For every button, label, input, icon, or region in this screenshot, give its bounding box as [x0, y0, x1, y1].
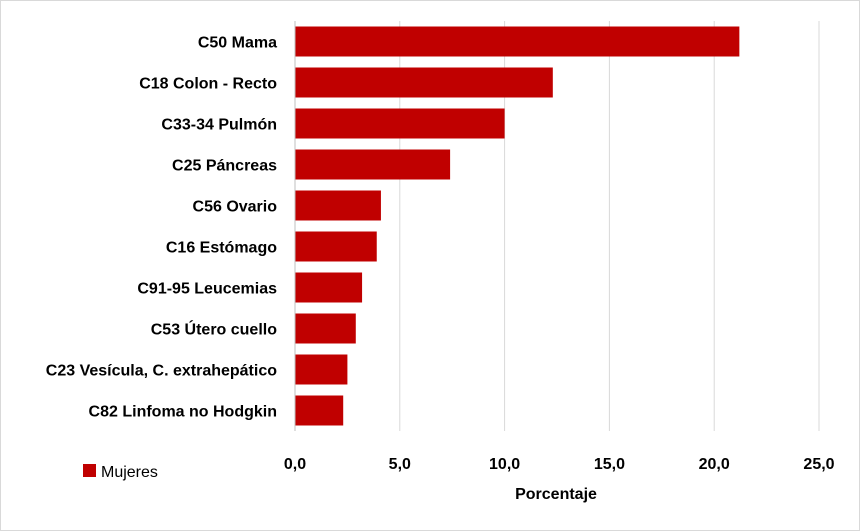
category-label: C16 Estómago — [166, 240, 277, 257]
legend-swatch — [83, 464, 96, 477]
bar — [295, 272, 363, 303]
category-label: C18 Colon - Recto — [139, 76, 277, 93]
category-label: C91-95 Leucemias — [137, 281, 277, 298]
bar — [295, 313, 356, 344]
x-tick-label: 10,0 — [489, 456, 520, 473]
x-tick-label: 20,0 — [699, 456, 730, 473]
bar — [295, 354, 348, 385]
category-label: C56 Ovario — [193, 199, 278, 216]
x-axis-title: Porcentaje — [515, 486, 597, 503]
bar — [295, 108, 505, 139]
legend-label: Mujeres — [101, 464, 158, 481]
legend: Mujeres — [83, 464, 158, 481]
category-label: C33-34 Pulmón — [161, 117, 277, 134]
category-label: C23 Vesícula, C. extrahepático — [46, 363, 277, 380]
category-label: C25 Páncreas — [172, 158, 277, 175]
x-tick-label: 0,0 — [284, 456, 306, 473]
bar — [295, 67, 553, 98]
bar — [295, 395, 344, 426]
category-label: C53 Útero cuello — [151, 320, 277, 339]
bar — [295, 190, 381, 221]
category-label: C82 Linfoma no Hodgkin — [89, 404, 277, 421]
bar — [295, 26, 740, 57]
category-labels: C50 Mama C18 Colon - Recto C33-34 Pulmón C2… — [46, 35, 277, 421]
category-label: C50 Mama — [198, 35, 277, 52]
x-tick-labels: 0,0 5,0 10,0 15,0 20,0 25,0 — [284, 456, 835, 473]
x-tick-label: 5,0 — [389, 456, 411, 473]
x-tick-label: 15,0 — [594, 456, 625, 473]
bar — [295, 231, 377, 262]
bar — [295, 149, 451, 180]
x-tick-label: 25,0 — [803, 456, 834, 473]
bars — [295, 26, 740, 426]
